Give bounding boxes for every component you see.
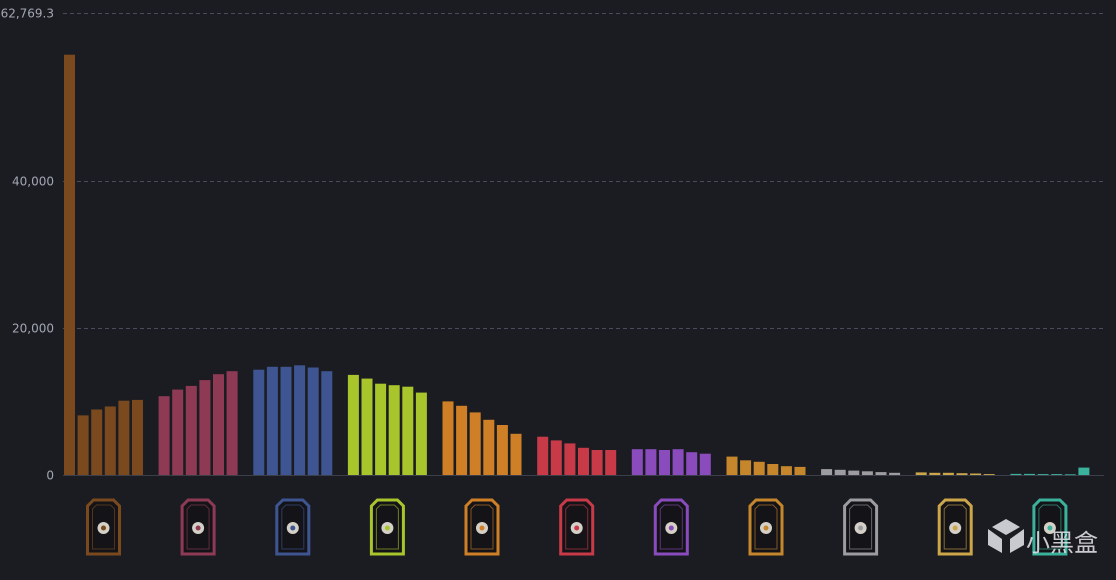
bar[interactable] — [402, 386, 414, 475]
bar[interactable] — [659, 450, 670, 475]
bar[interactable] — [699, 453, 711, 475]
grid-layer: 62,769.3 40,000 20,000 0 — [1, 7, 1104, 483]
bar[interactable] — [483, 419, 495, 475]
bar[interactable] — [199, 380, 211, 475]
bar[interactable] — [578, 447, 589, 475]
bar[interactable] — [834, 469, 846, 475]
bar[interactable] — [442, 401, 454, 475]
bar[interactable] — [1051, 474, 1063, 475]
dagger-icon — [464, 498, 500, 556]
bar[interactable] — [848, 470, 860, 475]
bar[interactable] — [361, 378, 373, 475]
bar[interactable] — [456, 405, 468, 475]
heybox-logo-icon — [988, 519, 1024, 553]
eye-book-icon — [180, 498, 216, 556]
bar[interactable] — [213, 374, 224, 475]
bar[interactable] — [780, 466, 792, 475]
bar[interactable] — [591, 450, 603, 475]
bar[interactable] — [375, 383, 387, 475]
y-tick-label: 0 — [46, 469, 54, 483]
leaf-hand-icon — [369, 498, 405, 556]
bar[interactable] — [631, 449, 643, 475]
bar[interactable] — [118, 400, 130, 475]
watermark: 小黑盒 — [988, 519, 1098, 557]
bar[interactable] — [942, 472, 954, 475]
bar[interactable] — [956, 473, 968, 475]
category-icons — [86, 498, 1068, 556]
bar[interactable] — [388, 385, 400, 475]
bar[interactable] — [172, 389, 184, 475]
bar[interactable] — [686, 452, 698, 475]
bar[interactable] — [550, 440, 562, 475]
bar[interactable] — [753, 461, 765, 475]
bar[interactable] — [266, 366, 278, 475]
bar[interactable] — [605, 450, 617, 475]
bar[interactable] — [469, 412, 481, 475]
bar[interactable] — [253, 369, 265, 475]
bar[interactable] — [821, 469, 833, 475]
bar[interactable] — [1037, 474, 1049, 475]
bar[interactable] — [226, 371, 238, 475]
bar[interactable] — [104, 406, 116, 476]
bar[interactable] — [726, 456, 738, 475]
bar[interactable] — [347, 374, 359, 475]
bar[interactable] — [307, 367, 319, 476]
y-tick-label: 40,000 — [12, 175, 54, 189]
bar[interactable] — [77, 415, 89, 475]
bar[interactable] — [64, 54, 75, 475]
bar[interactable] — [767, 464, 779, 475]
reaper-icon — [843, 498, 879, 556]
bar[interactable] — [158, 396, 170, 475]
bar[interactable] — [970, 473, 982, 476]
y-tick-label: 20,000 — [12, 322, 54, 336]
potion-icon — [275, 498, 311, 556]
bar[interactable] — [740, 460, 752, 475]
bar[interactable] — [294, 365, 306, 475]
bar[interactable] — [510, 433, 522, 475]
winged-emblem-icon — [1032, 498, 1068, 556]
bar[interactable] — [645, 449, 657, 475]
ram-skull-icon — [748, 498, 784, 556]
bar[interactable] — [132, 399, 143, 475]
bar[interactable] — [672, 449, 684, 475]
bar[interactable] — [280, 366, 292, 475]
bar[interactable] — [496, 425, 508, 475]
crown-icon — [653, 498, 689, 556]
bar[interactable] — [861, 471, 873, 475]
sun-icon — [937, 498, 973, 556]
bar[interactable] — [415, 392, 427, 475]
bar[interactable] — [321, 371, 333, 475]
bar[interactable] — [889, 472, 901, 475]
bar[interactable] — [794, 466, 806, 475]
watermark-text: 小黑盒 — [1026, 529, 1098, 557]
bar[interactable] — [564, 443, 576, 475]
bar[interactable] — [915, 472, 927, 475]
hand-icon — [86, 498, 121, 556]
bar[interactable] — [185, 385, 197, 475]
bar[interactable] — [875, 472, 887, 475]
bar[interactable] — [1064, 474, 1076, 476]
crossed-hands-icon — [559, 498, 595, 556]
bars-layer — [64, 54, 1090, 476]
bar[interactable] — [91, 409, 103, 476]
bar[interactable] — [537, 436, 549, 475]
bar[interactable] — [1010, 473, 1022, 475]
y-tick-label: 62,769.3 — [1, 7, 54, 21]
bar[interactable] — [929, 472, 941, 475]
bar[interactable] — [1078, 467, 1090, 475]
bar[interactable] — [1024, 473, 1035, 475]
bar[interactable] — [983, 474, 995, 475]
